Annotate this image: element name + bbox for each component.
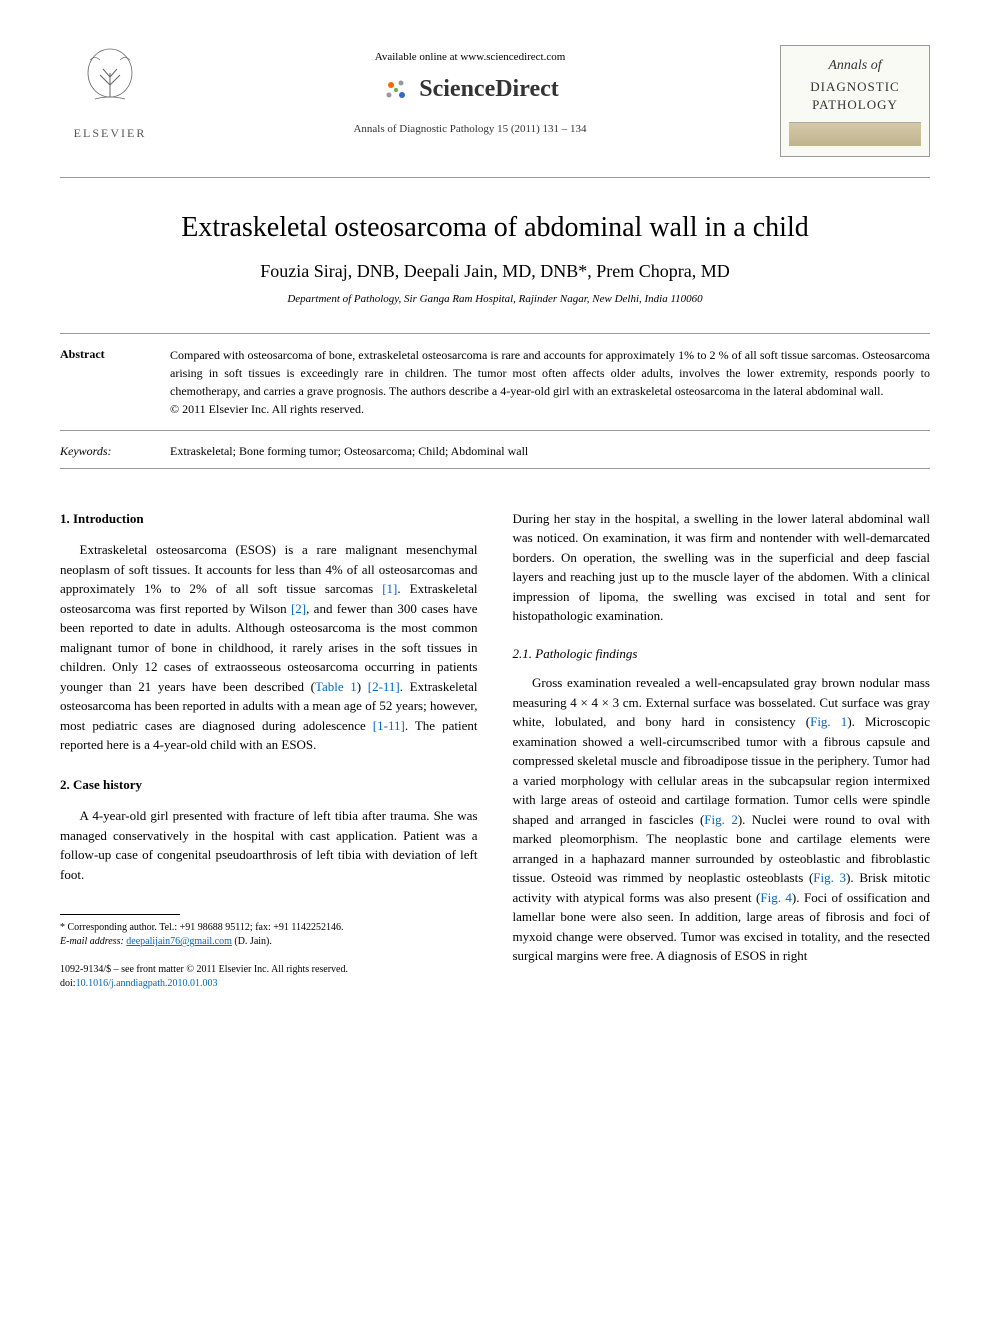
journal-cover-strip bbox=[789, 122, 921, 146]
elsevier-logo: ELSEVIER bbox=[60, 45, 160, 142]
article-title: Extraskeletal osteosarcoma of abdominal … bbox=[60, 208, 930, 247]
email-label: E-mail address: bbox=[60, 936, 126, 947]
ref-link-3[interactable]: [2-11] bbox=[368, 679, 400, 694]
journal-name-line1: Annals of bbox=[789, 56, 921, 76]
keywords-label: Keywords: bbox=[60, 443, 170, 460]
case-heading: 2. Case history bbox=[60, 775, 478, 795]
header-rule bbox=[60, 177, 930, 178]
page-header: ELSEVIER Available online at www.science… bbox=[60, 45, 930, 157]
keywords-text: Extraskeletal; Bone forming tumor; Osteo… bbox=[170, 443, 528, 460]
case-paragraph-1: A 4-year-old girl presented with fractur… bbox=[60, 806, 478, 884]
copyright-text: 1092-9134/$ – see front matter © 2011 El… bbox=[60, 964, 348, 975]
sciencedirect-icon bbox=[381, 75, 411, 105]
abstract-text: Compared with osteosarcoma of bone, extr… bbox=[170, 346, 930, 418]
left-column: 1. Introduction Extraskeletal osteosarco… bbox=[60, 509, 478, 992]
sciencedirect-brand: ScienceDirect bbox=[160, 73, 780, 107]
abstract-label: Abstract bbox=[60, 346, 170, 418]
journal-name-line2: DIAGNOSTIC bbox=[789, 78, 921, 96]
authors-line: Fouzia Siraj, DNB, Deepali Jain, MD, DNB… bbox=[60, 259, 930, 284]
keywords-block: Keywords: Extraskeletal; Bone forming tu… bbox=[60, 435, 930, 469]
center-header: Available online at www.sciencedirect.co… bbox=[160, 45, 780, 137]
sciencedirect-text: ScienceDirect bbox=[419, 73, 559, 107]
ref-link-1[interactable]: [1] bbox=[382, 581, 397, 596]
elsevier-tree-icon bbox=[75, 45, 145, 115]
doi-link[interactable]: 10.1016/j.anndiagpath.2010.01.003 bbox=[76, 978, 218, 989]
journal-name-line3: PATHOLOGY bbox=[789, 96, 921, 114]
pathologic-heading: 2.1. Pathologic findings bbox=[513, 644, 931, 664]
ref-link-4[interactable]: [1-11] bbox=[373, 718, 405, 733]
corresponding-text: * Corresponding author. Tel.: +91 98688 … bbox=[60, 922, 344, 933]
fig-link-3[interactable]: Fig. 3 bbox=[813, 870, 846, 885]
journal-cover-box: Annals of DIAGNOSTIC PATHOLOGY bbox=[780, 45, 930, 157]
right-column: During her stay in the hospital, a swell… bbox=[513, 509, 931, 992]
abstract-body: Compared with osteosarcoma of bone, extr… bbox=[170, 348, 930, 398]
intro-heading: 1. Introduction bbox=[60, 509, 478, 529]
fig-link-1[interactable]: Fig. 1 bbox=[810, 714, 847, 729]
ref-link-2[interactable]: [2] bbox=[291, 601, 306, 616]
case-paragraph-2: During her stay in the hospital, a swell… bbox=[513, 509, 931, 626]
body-columns: 1. Introduction Extraskeletal osteosarco… bbox=[60, 509, 930, 992]
abstract-block: Abstract Compared with osteosarcoma of b… bbox=[60, 333, 930, 431]
intro-paragraph: Extraskeletal osteosarcoma (ESOS) is a r… bbox=[60, 540, 478, 755]
email-link[interactable]: deepalijain76@gmail.com bbox=[126, 936, 232, 947]
footnote-rule bbox=[60, 914, 180, 915]
copyright-block: 1092-9134/$ – see front matter © 2011 El… bbox=[60, 963, 478, 991]
pathologic-paragraph: Gross examination revealed a well-encaps… bbox=[513, 673, 931, 966]
fig-link-4[interactable]: Fig. 4 bbox=[760, 890, 792, 905]
doi-prefix: doi: bbox=[60, 978, 76, 989]
corresponding-footnote: * Corresponding author. Tel.: +91 98688 … bbox=[60, 921, 478, 949]
fig-link-2[interactable]: Fig. 2 bbox=[704, 812, 738, 827]
available-online-text: Available online at www.sciencedirect.co… bbox=[160, 50, 780, 65]
abstract-copyright: © 2011 Elsevier Inc. All rights reserved… bbox=[170, 402, 364, 416]
citation-line: Annals of Diagnostic Pathology 15 (2011)… bbox=[160, 122, 780, 137]
elsevier-label: ELSEVIER bbox=[60, 125, 160, 142]
affiliation-line: Department of Pathology, Sir Ganga Ram H… bbox=[60, 292, 930, 307]
table-link-1[interactable]: Table 1 bbox=[315, 679, 357, 694]
email-name: (D. Jain). bbox=[232, 936, 272, 947]
